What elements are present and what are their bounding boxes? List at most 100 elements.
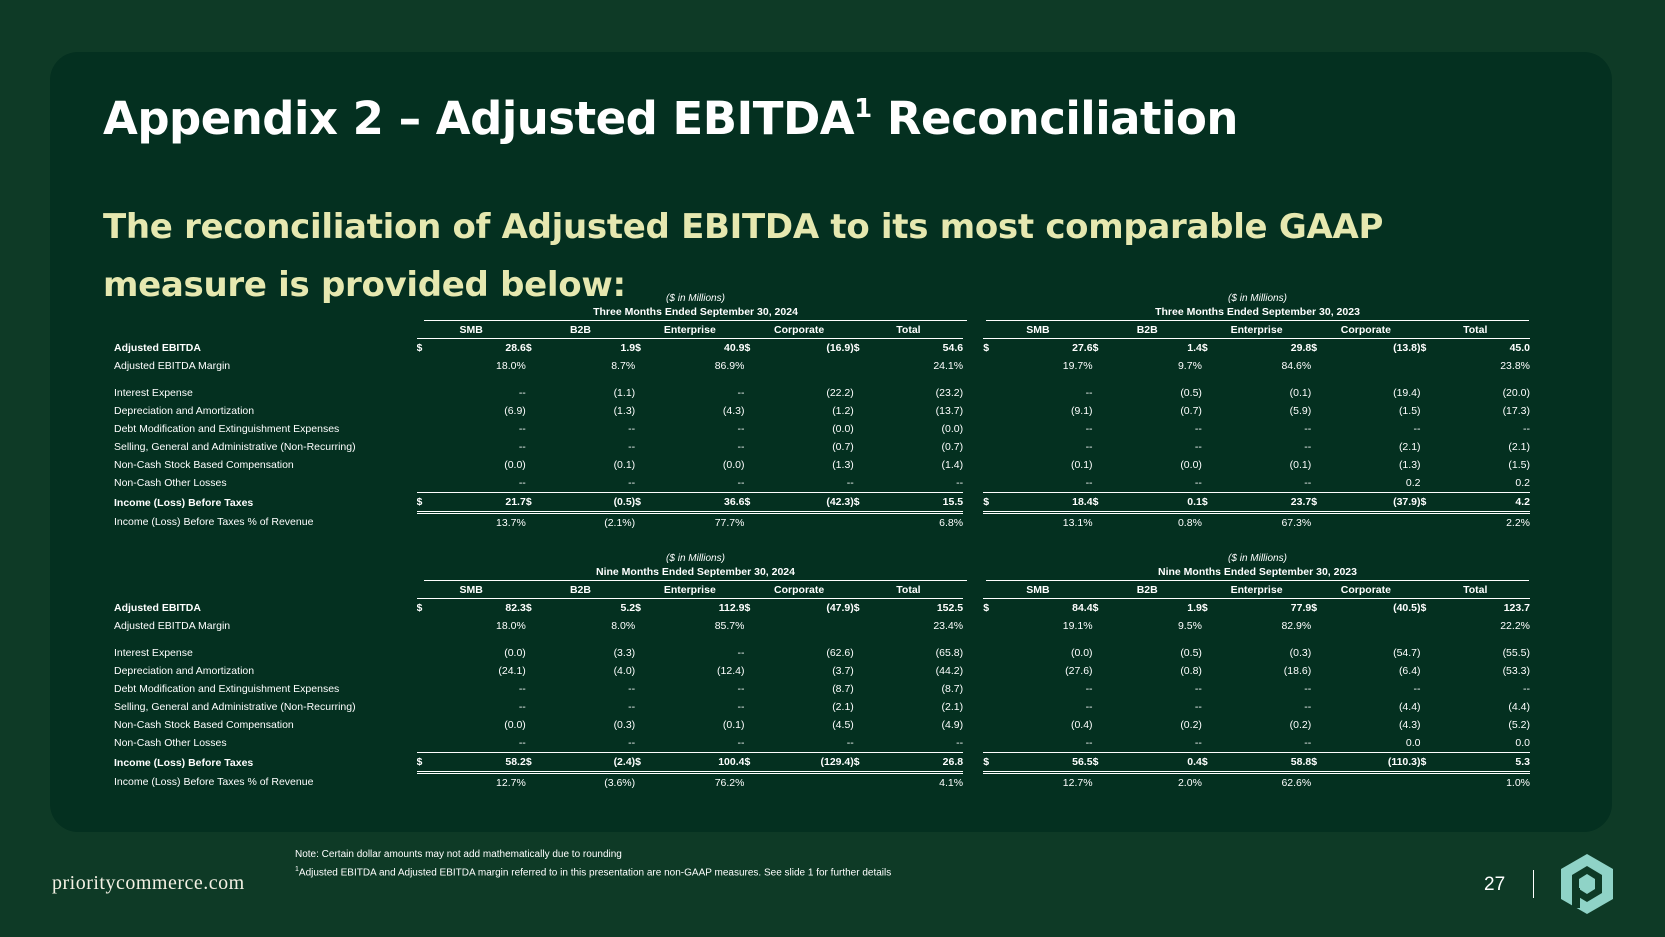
currency-symbol — [1421, 384, 1436, 402]
value-cell: (0.7) — [941, 441, 964, 453]
currency-symbol — [1202, 698, 1217, 716]
value-cell: -- — [1304, 477, 1312, 489]
group-gap — [963, 322, 983, 339]
currency-symbol — [983, 456, 998, 474]
row-label: Depreciation and Amortization — [114, 405, 255, 417]
value-cell: -- — [628, 737, 636, 749]
value-cell — [1326, 773, 1420, 793]
currency-symbol — [635, 513, 650, 533]
table-row: Non-Cash Other Losses -- -- -- -- -- -- -- -- 0.2… — [114, 474, 1530, 493]
currency-symbol — [1202, 384, 1217, 402]
currency-symbol — [744, 617, 759, 635]
value-cell: -- — [737, 423, 745, 435]
value-cell: (8.7) — [832, 683, 854, 695]
row-label: Income (Loss) Before Taxes — [114, 496, 254, 509]
value-cell: (0.0) — [1180, 459, 1202, 471]
value-cell: 4.1% — [939, 777, 964, 789]
currency-symbol — [1311, 773, 1326, 793]
currency-symbol — [1421, 438, 1436, 456]
currency-symbol — [983, 420, 998, 438]
spacer-row — [114, 375, 1530, 384]
value-cell: (0.3) — [613, 719, 636, 731]
value-cell: (20.0) — [1502, 387, 1530, 399]
value-cell: 2.2% — [1506, 517, 1530, 529]
currency-symbol — [417, 617, 432, 635]
currency-symbol — [983, 716, 998, 734]
currency-symbol — [1093, 438, 1108, 456]
value-cell: -- — [737, 701, 745, 713]
table-row: Income (Loss) Before Taxes $58.2 $ (2.4) $10… — [114, 752, 1530, 774]
row-label: Interest Expense — [114, 647, 193, 659]
period-label: Three Months Ended September 30, 2023 — [986, 305, 1529, 321]
brand-url[interactable]: prioritycommerce.com — [52, 872, 245, 894]
value-cell: -- — [628, 683, 636, 695]
currency-symbol: $ — [635, 338, 651, 357]
currency-symbol — [417, 384, 432, 402]
currency-symbol: $ — [983, 598, 999, 617]
value-cell: 23.4% — [933, 620, 964, 632]
value-cell: (8.7) — [941, 683, 964, 695]
column-header-total: Total — [1420, 322, 1530, 339]
value-cell: 82.9% — [1281, 620, 1312, 632]
value-cell: (2.1) — [1398, 441, 1421, 453]
currency-symbol — [744, 662, 759, 680]
currency-symbol — [1311, 456, 1326, 474]
value-cell: (0.8) — [1180, 665, 1202, 677]
currency-symbol: $ — [635, 492, 651, 514]
value-cell — [759, 773, 853, 793]
value-cell: -- — [737, 683, 745, 695]
value-cell: -- — [1194, 477, 1202, 489]
value-cell: (47.9) — [759, 598, 854, 617]
column-header-corporate: Corporate — [1311, 582, 1421, 599]
value-cell: (13.7) — [935, 405, 964, 417]
currency-symbol — [417, 456, 432, 474]
row-label: Selling, General and Administrative (Non… — [114, 441, 356, 453]
currency-symbol — [1421, 773, 1436, 793]
value-cell: (6.4) — [1398, 665, 1421, 677]
value-cell: (110.3) — [1326, 752, 1421, 774]
value-cell: 19.1% — [1062, 620, 1093, 632]
currency-symbol: $ — [853, 492, 869, 514]
currency-symbol — [526, 680, 541, 698]
currency-symbol — [1311, 402, 1326, 420]
currency-symbol: $ — [635, 752, 651, 774]
currency-symbol — [1421, 513, 1436, 533]
currency-symbol — [1421, 456, 1436, 474]
currency-symbol — [983, 438, 998, 456]
value-cell: -- — [1304, 423, 1312, 435]
currency-symbol: $ — [1420, 752, 1436, 774]
currency-symbol — [983, 680, 998, 698]
value-cell — [759, 513, 853, 533]
value-cell: -- — [1304, 737, 1312, 749]
value-cell: -- — [1194, 423, 1202, 435]
row-label: Non-Cash Stock Based Compensation — [114, 459, 294, 471]
currency-symbol — [854, 474, 869, 493]
currency-symbol — [744, 357, 759, 375]
currency-symbol — [1093, 474, 1108, 493]
row-label: Adjusted EBITDA Margin — [114, 360, 231, 372]
value-cell: (62.6) — [826, 647, 854, 659]
currency-symbol — [744, 420, 759, 438]
column-header-total: Total — [1420, 582, 1530, 599]
row-label: Non-Cash Other Losses — [114, 477, 227, 490]
currency-symbol — [983, 644, 998, 662]
currency-symbol — [854, 644, 869, 662]
currency-symbol — [526, 402, 541, 420]
currency-symbol — [635, 644, 650, 662]
currency-symbol — [526, 617, 541, 635]
currency-symbol — [744, 513, 759, 533]
table-row: Income (Loss) Before Taxes % of Revenue 1… — [114, 773, 1530, 793]
row-label: Adjusted EBITDA — [114, 341, 201, 354]
value-cell: 21.7 — [431, 492, 526, 514]
value-cell: 85.7% — [714, 620, 745, 632]
period-header: ($ in Millions) Nine Months Ended Septemb… — [986, 552, 1529, 581]
currency-symbol — [635, 662, 650, 680]
currency-symbol: $ — [1201, 492, 1217, 514]
column-header-corporate: Corporate — [1311, 322, 1421, 339]
value-cell: 123.7 — [1435, 598, 1530, 617]
value-cell: 1.0% — [1506, 777, 1530, 789]
value-cell: 0.8% — [1177, 517, 1202, 529]
footer-divider — [1533, 870, 1534, 898]
row-label: Depreciation and Amortization — [114, 665, 255, 677]
currency-symbol — [744, 456, 759, 474]
